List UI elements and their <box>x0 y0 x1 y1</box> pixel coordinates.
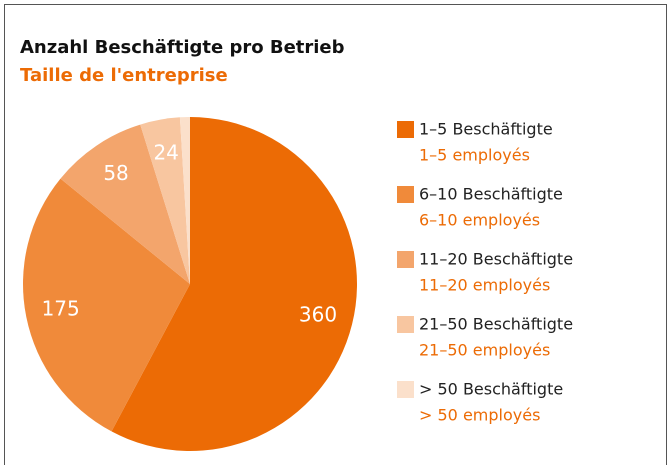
legend-label: > 50 Beschäftigte <box>419 380 563 399</box>
frame <box>4 4 667 465</box>
slice-label: 58 <box>103 161 128 185</box>
slice-label: 24 <box>153 141 178 165</box>
pie-slice <box>179 117 190 284</box>
legend-label-fr: 11–20 employés <box>419 276 550 295</box>
slice-label: 175 <box>42 297 80 321</box>
pie-slice <box>140 117 190 284</box>
legend-label-fr: 1–5 employés <box>419 146 530 165</box>
legend-swatch <box>397 121 414 138</box>
legend-label-fr: 21–50 employés <box>419 341 550 360</box>
pie-slice <box>22 178 190 432</box>
legend-label: 21–50 Beschäftigte <box>419 315 573 334</box>
legend-label-fr: > 50 employés <box>419 406 540 425</box>
pie-slice <box>111 117 358 451</box>
legend-swatch <box>397 316 414 333</box>
legend-label: 1–5 Beschäftigte <box>419 120 553 139</box>
chart-subtitle: Taille de l'entreprise <box>20 65 228 86</box>
chart-title: Anzahl Beschäftigte pro Betrieb <box>20 37 345 58</box>
legend-label: 11–20 Beschäftigte <box>419 250 573 269</box>
legend-swatch <box>397 186 414 203</box>
pie-slice <box>60 124 191 284</box>
slice-label: 360 <box>299 302 337 326</box>
legend-label-fr: 6–10 employés <box>419 211 540 230</box>
legend-label: 6–10 Beschäftigte <box>419 185 563 204</box>
legend-swatch <box>397 381 414 398</box>
legend-swatch <box>397 251 414 268</box>
